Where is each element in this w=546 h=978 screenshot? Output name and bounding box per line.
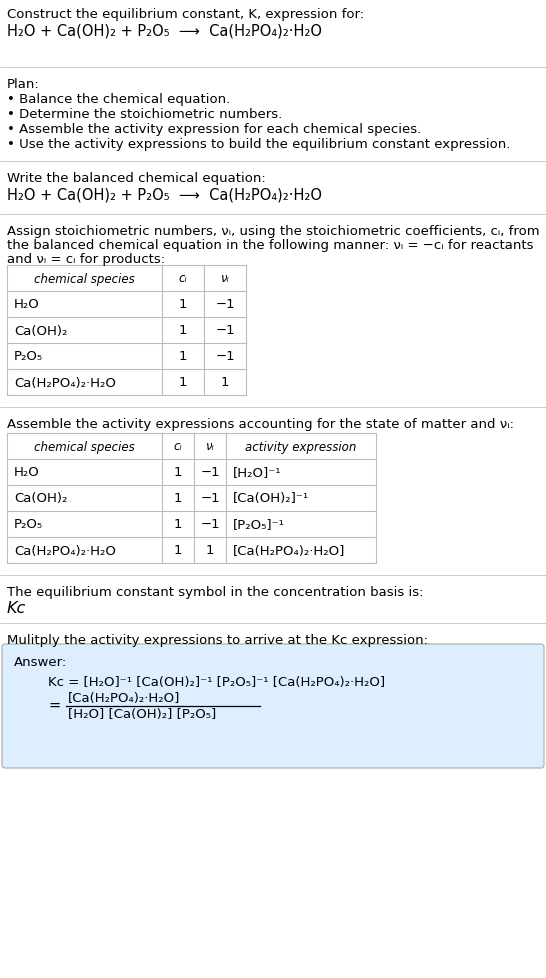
Text: Kᴄ = [H₂O]⁻¹ [Ca(OH)₂]⁻¹ [P₂O₅]⁻¹ [Ca(H₂PO₄)₂·H₂O]: Kᴄ = [H₂O]⁻¹ [Ca(OH)₂]⁻¹ [P₂O₅]⁻¹ [Ca(H₂… [48, 676, 385, 689]
Text: P₂O₅: P₂O₅ [14, 518, 43, 531]
Text: Ca(H₂PO₄)₂·H₂O: Ca(H₂PO₄)₂·H₂O [14, 377, 116, 389]
Text: νᵢ: νᵢ [206, 440, 215, 453]
Text: 1: 1 [221, 377, 229, 389]
Text: 1: 1 [179, 298, 187, 311]
Text: Answer:: Answer: [14, 655, 67, 668]
Text: −1: −1 [215, 324, 235, 337]
Text: cᵢ: cᵢ [174, 440, 182, 453]
Text: • Determine the stoichiometric numbers.: • Determine the stoichiometric numbers. [7, 108, 282, 121]
Text: Assign stoichiometric numbers, νᵢ, using the stoichiometric coefficients, cᵢ, fr: Assign stoichiometric numbers, νᵢ, using… [7, 225, 539, 238]
FancyBboxPatch shape [2, 645, 544, 768]
Text: [Ca(H₂PO₄)₂·H₂O]: [Ca(H₂PO₄)₂·H₂O] [68, 691, 180, 704]
Text: Construct the equilibrium constant, K, expression for:: Construct the equilibrium constant, K, e… [7, 8, 364, 21]
Text: 1: 1 [179, 350, 187, 363]
Text: • Assemble the activity expression for each chemical species.: • Assemble the activity expression for e… [7, 123, 422, 136]
Text: =: = [48, 696, 60, 712]
Text: 1: 1 [174, 544, 182, 556]
Text: [P₂O₅]⁻¹: [P₂O₅]⁻¹ [233, 518, 285, 531]
Text: • Balance the chemical equation.: • Balance the chemical equation. [7, 93, 230, 106]
Text: 1: 1 [174, 518, 182, 531]
Text: chemical species: chemical species [34, 440, 135, 453]
Text: Assemble the activity expressions accounting for the state of matter and νᵢ:: Assemble the activity expressions accoun… [7, 418, 514, 430]
Text: The equilibrium constant symbol in the concentration basis is:: The equilibrium constant symbol in the c… [7, 586, 424, 599]
Text: activity expression: activity expression [245, 440, 357, 453]
Text: the balanced chemical equation in the following manner: νᵢ = −cᵢ for reactants: the balanced chemical equation in the fo… [7, 239, 533, 251]
Text: −1: −1 [215, 298, 235, 311]
Text: νᵢ: νᵢ [221, 272, 229, 286]
Text: [Ca(OH)₂]⁻¹: [Ca(OH)₂]⁻¹ [233, 492, 309, 505]
Text: −1: −1 [215, 350, 235, 363]
Text: Plan:: Plan: [7, 78, 40, 91]
Text: −1: −1 [200, 492, 220, 505]
Text: Ca(OH)₂: Ca(OH)₂ [14, 324, 67, 337]
Text: 1: 1 [174, 492, 182, 505]
Text: cᵢ: cᵢ [179, 272, 187, 286]
Text: −1: −1 [200, 467, 220, 479]
Text: 1: 1 [179, 324, 187, 337]
Text: H₂O + Ca(OH)₂ + P₂O₅  ⟶  Ca(H₂PO₄)₂·H₂O: H₂O + Ca(OH)₂ + P₂O₅ ⟶ Ca(H₂PO₄)₂·H₂O [7, 24, 322, 39]
Text: and νᵢ = cᵢ for products:: and νᵢ = cᵢ for products: [7, 252, 165, 266]
Text: Mulitply the activity expressions to arrive at the Kᴄ expression:: Mulitply the activity expressions to arr… [7, 634, 428, 646]
Text: chemical species: chemical species [34, 272, 135, 286]
Text: 1: 1 [206, 544, 214, 556]
Text: [H₂O] [Ca(OH)₂] [P₂O₅]: [H₂O] [Ca(OH)₂] [P₂O₅] [68, 707, 216, 720]
Text: [H₂O]⁻¹: [H₂O]⁻¹ [233, 467, 282, 479]
Text: [Ca(H₂PO₄)₂·H₂O]: [Ca(H₂PO₄)₂·H₂O] [233, 544, 346, 556]
Text: 1: 1 [179, 377, 187, 389]
Text: −1: −1 [200, 518, 220, 531]
Text: Ca(OH)₂: Ca(OH)₂ [14, 492, 67, 505]
Text: Ca(H₂PO₄)₂·H₂O: Ca(H₂PO₄)₂·H₂O [14, 544, 116, 556]
Text: 1: 1 [174, 467, 182, 479]
Text: H₂O + Ca(OH)₂ + P₂O₅  ⟶  Ca(H₂PO₄)₂·H₂O: H₂O + Ca(OH)₂ + P₂O₅ ⟶ Ca(H₂PO₄)₂·H₂O [7, 187, 322, 201]
Text: Write the balanced chemical equation:: Write the balanced chemical equation: [7, 172, 266, 185]
Text: Kᴄ: Kᴄ [7, 600, 26, 615]
Text: P₂O₅: P₂O₅ [14, 350, 43, 363]
Text: • Use the activity expressions to build the equilibrium constant expression.: • Use the activity expressions to build … [7, 138, 511, 151]
Text: H₂O: H₂O [14, 467, 40, 479]
Text: H₂O: H₂O [14, 298, 40, 311]
